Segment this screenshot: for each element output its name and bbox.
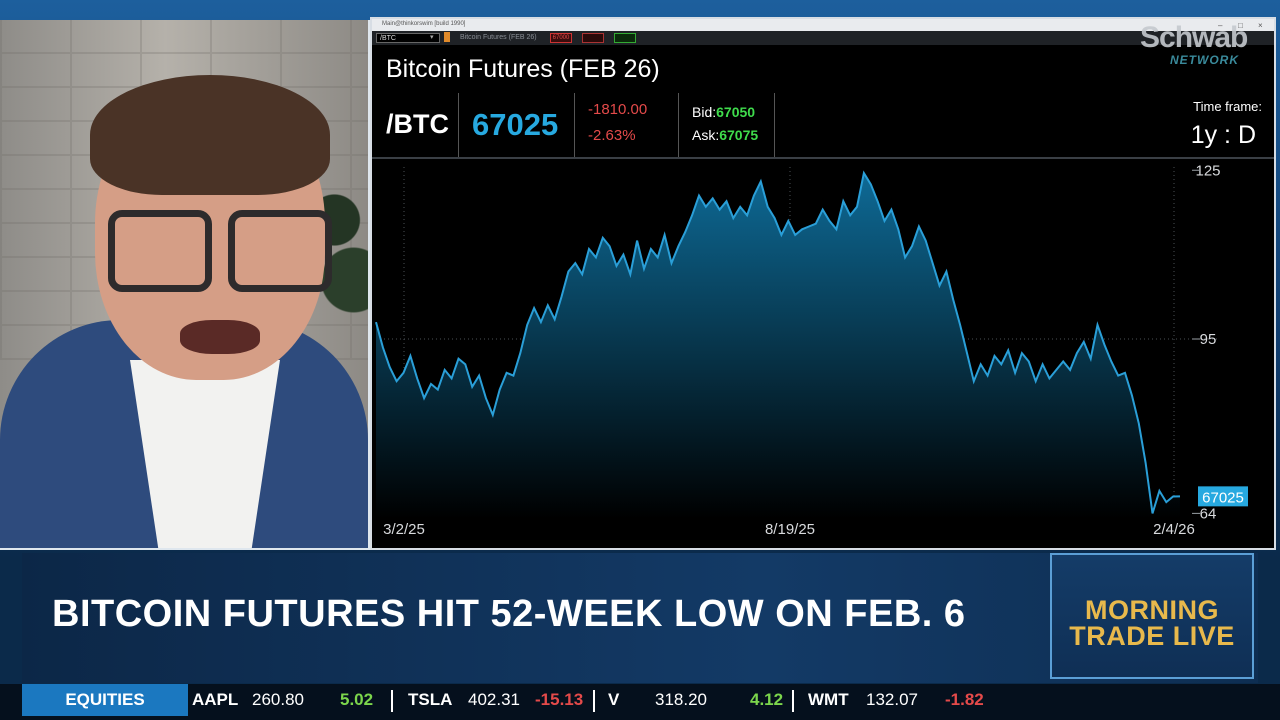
show-logo: MORNING TRADE LIVE bbox=[1050, 553, 1254, 679]
bid-value: 67050 bbox=[716, 104, 756, 120]
show-title-line2: TRADE LIVE bbox=[1069, 621, 1235, 651]
glasses-right bbox=[228, 210, 332, 292]
window-titlebar: Main@thinkorswim [build 1990] – □ × bbox=[372, 19, 1274, 31]
presenter-mouth bbox=[180, 320, 260, 354]
ticker-change: -1.82 bbox=[945, 690, 984, 709]
close-icon[interactable]: × bbox=[1258, 21, 1263, 30]
symbol-dropdown-icon[interactable]: ▾ bbox=[430, 34, 434, 41]
last-price-tag-bg bbox=[1198, 486, 1248, 507]
ticker-symbol: AAPL bbox=[192, 690, 239, 709]
ticker-separator bbox=[391, 690, 393, 712]
ticker-change: 4.12 bbox=[750, 690, 784, 709]
platform-window: Main@thinkorswim [build 1990] – □ × /BTC… bbox=[370, 17, 1276, 550]
ticker-price: 402.31 bbox=[468, 690, 520, 709]
glasses-left bbox=[108, 210, 212, 292]
ticker-symbol: V bbox=[608, 690, 620, 709]
ask-quote: Ask:67075 bbox=[692, 127, 758, 143]
schwab-logo: Schwab bbox=[1140, 21, 1248, 54]
quote-symbol: /BTC bbox=[386, 109, 449, 139]
ticker-section-label: EQUITIES bbox=[22, 684, 188, 716]
ask-label: Ask: bbox=[692, 127, 720, 143]
window-title: Main@thinkorswim [build 1990] bbox=[382, 21, 466, 27]
bid-quote: Bid:67050 bbox=[692, 104, 755, 120]
y-axis: 125 95 64 bbox=[1192, 162, 1221, 522]
chart-divider bbox=[372, 157, 1274, 159]
y-tick-label: 95 bbox=[1200, 331, 1217, 348]
divider bbox=[458, 93, 459, 157]
stock-ticker: EQUITIES AAPL 260.80 5.02 TSLA 402.31 -1… bbox=[0, 684, 1280, 720]
percent-change: -2.63% bbox=[588, 127, 636, 144]
link-icon[interactable] bbox=[444, 32, 450, 42]
network-logo: NETWORK bbox=[1170, 53, 1239, 67]
x-tick-label: 8/19/25 bbox=[765, 521, 815, 538]
x-axis: 3/2/25 8/19/25 2/4/26 bbox=[383, 521, 1195, 538]
y-tick-label: 125 bbox=[1195, 162, 1220, 179]
ticker-separator bbox=[792, 690, 794, 712]
bid-badge bbox=[582, 33, 604, 43]
headline: BITCOIN FUTURES HIT 52-WEEK LOW ON FEB. … bbox=[52, 593, 966, 635]
ticker-price: 260.80 bbox=[252, 690, 304, 709]
presenter-video bbox=[0, 20, 370, 550]
y-tick-label: 64 bbox=[1200, 505, 1217, 522]
presenter-shirt bbox=[130, 360, 280, 548]
quote-bar: /BTC 67025 -1810.00 -2.63% Bid:67050 Ask… bbox=[372, 93, 1274, 157]
price-line bbox=[375, 170, 1181, 514]
chart-title: Bitcoin Futures (FEB 26) bbox=[386, 55, 660, 83]
ticker-symbol: WMT bbox=[808, 690, 849, 709]
price-chart[interactable]: 125 95 64 3/2/25 8/19/25 2/4/26 67025 bbox=[372, 159, 1274, 550]
divider bbox=[678, 93, 679, 157]
timeframe-label: Time frame: bbox=[1193, 99, 1262, 114]
maximize-icon[interactable]: □ bbox=[1238, 21, 1243, 30]
net-change: -1810.00 bbox=[588, 101, 648, 118]
show-title-line1: MORNING bbox=[1085, 595, 1219, 625]
minimize-icon[interactable]: – bbox=[1218, 21, 1223, 30]
bid-label: Bid: bbox=[692, 104, 717, 120]
ask-value: 67075 bbox=[719, 127, 759, 143]
ticker-change: -15.13 bbox=[535, 690, 584, 709]
ticker-symbol: TSLA bbox=[408, 690, 453, 709]
timeframe-selector[interactable]: 1y : D bbox=[1190, 121, 1256, 149]
x-tick-label: 2/4/26 bbox=[1153, 521, 1195, 538]
toolbar-instrument-name: Bitcoin Futures (FEB 26) bbox=[460, 34, 537, 41]
price-area bbox=[376, 173, 1180, 519]
divider bbox=[574, 93, 575, 157]
last-price-tag: 67025 bbox=[1198, 486, 1248, 507]
lower-third: BITCOIN FUTURES HIT 52-WEEK LOW ON FEB. … bbox=[22, 553, 1258, 683]
last-price: 67025 bbox=[472, 107, 559, 142]
ticker-price: 132.07 bbox=[866, 690, 918, 709]
last-price-badge: 67000 bbox=[550, 33, 572, 43]
presenter-hair bbox=[90, 75, 330, 195]
divider bbox=[774, 93, 775, 157]
ticker-separator bbox=[593, 690, 595, 712]
ticker-price: 318.20 bbox=[655, 690, 707, 709]
ask-badge bbox=[614, 33, 636, 43]
chart-toolbar: /BTC ▾ Bitcoin Futures (FEB 26) 67000 bbox=[372, 31, 1274, 45]
symbol-input[interactable]: /BTC bbox=[376, 33, 440, 43]
ticker-change: 5.02 bbox=[340, 690, 374, 709]
x-tick-label: 3/2/25 bbox=[383, 521, 425, 538]
last-price-tag-label: 67025 bbox=[1202, 489, 1244, 506]
